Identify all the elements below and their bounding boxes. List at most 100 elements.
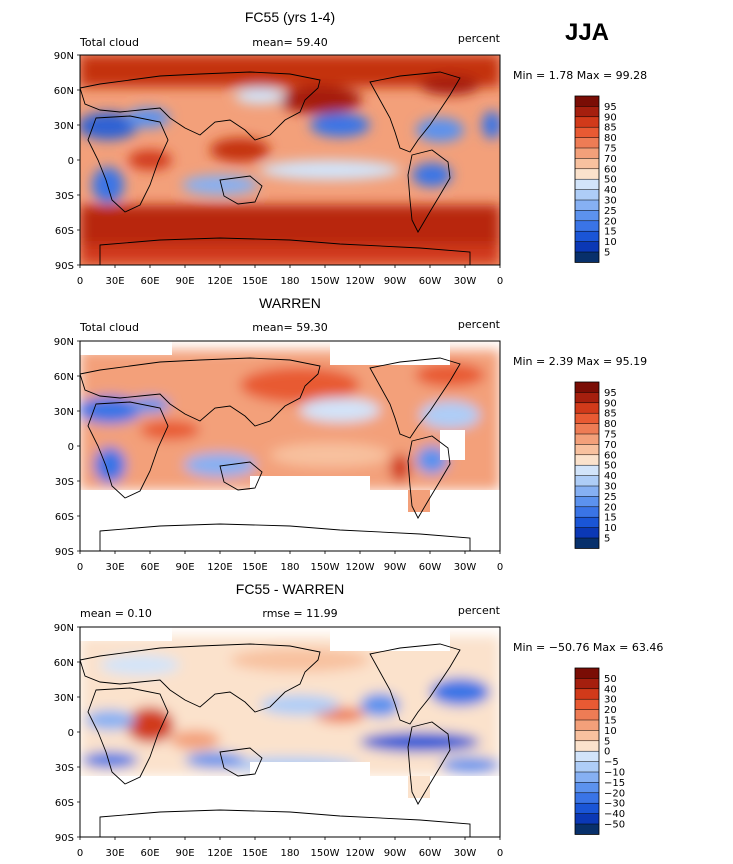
svg-text:150W: 150W (311, 848, 340, 859)
colorbar-swatch (575, 813, 599, 825)
colorbar-label: 20 (604, 705, 617, 716)
colorbar-label: 10 (604, 237, 617, 248)
variable-label: Total cloud (79, 321, 139, 334)
colorbar-label: 70 (604, 440, 617, 451)
colorbar-swatch (575, 465, 599, 476)
colorbar-label: 80 (604, 133, 617, 144)
panel-observations: WARREN Total cloud mean= 59.30 percent M… (54, 295, 647, 573)
svg-text:60W: 60W (419, 276, 442, 287)
svg-text:0: 0 (77, 276, 83, 287)
variable-label: Total cloud (79, 36, 139, 49)
colorbar-label: 70 (604, 154, 617, 165)
svg-text:120W: 120W (346, 562, 375, 573)
svg-text:120W: 120W (346, 848, 375, 859)
colorbar-swatch (575, 538, 599, 549)
colorbar-label: 85 (604, 123, 617, 134)
svg-text:30N: 30N (54, 407, 74, 418)
svg-text:30E: 30E (105, 276, 124, 287)
svg-text:0: 0 (497, 848, 503, 859)
colorbar-swatch (575, 392, 599, 403)
svg-text:0: 0 (77, 562, 83, 573)
colorbar-label: −50 (604, 820, 625, 831)
svg-text:60E: 60E (140, 276, 159, 287)
colorbar-swatch (575, 444, 599, 455)
colorbar-label: 60 (604, 450, 617, 461)
colorbar-swatch (575, 496, 599, 507)
colorbar-label: 50 (604, 674, 617, 685)
colorbar-swatch (575, 709, 599, 721)
svg-text:30E: 30E (105, 848, 124, 859)
colorbar-label: 10 (604, 726, 617, 737)
colorbar-swatch (575, 803, 599, 814)
lat-tick-labels: 90N 60N 30N 0 30S 60S 90S (54, 623, 74, 844)
colorbar-swatch (575, 200, 599, 211)
colorbar-swatch (575, 824, 599, 835)
colorbar-swatch (575, 699, 599, 710)
colorbar-label: 30 (604, 196, 617, 207)
lat-tick-labels: 90N 60N 30N 0 30S 60S 90S (54, 337, 74, 558)
minmax-label: Min = 2.39 Max = 95.19 (513, 355, 647, 368)
colorbar-swatch (575, 127, 599, 138)
svg-text:60E: 60E (140, 562, 159, 573)
colorbar-swatch (575, 678, 599, 689)
lon-tick-labels: 0 30E 60E 90E 120E 150E 180 150W 120W 90… (77, 848, 503, 859)
colorbar-swatch (575, 168, 599, 180)
svg-text:0: 0 (68, 156, 74, 167)
colorbar-swatch (575, 210, 599, 221)
tick-marks (77, 54, 501, 268)
svg-text:150W: 150W (311, 562, 340, 573)
svg-text:0: 0 (497, 276, 503, 287)
mean-label: mean= 59.30 (252, 321, 327, 334)
colorbar-swatch (575, 158, 599, 169)
panel-title: FC55 (yrs 1-4) (245, 9, 335, 25)
colorbar-label: −40 (604, 809, 625, 820)
panel-title: FC55 - WARREN (236, 581, 344, 597)
svg-text:30S: 30S (55, 763, 74, 774)
svg-text:90N: 90N (54, 623, 74, 634)
map-field (80, 55, 500, 265)
colorbar-label: 30 (604, 695, 617, 706)
colorbar-label: 15 (604, 716, 617, 727)
colorbar-label: −30 (604, 799, 625, 810)
svg-text:180: 180 (280, 276, 299, 287)
colorbar-swatch (575, 252, 599, 263)
svg-text:90S: 90S (55, 547, 74, 558)
svg-text:60N: 60N (54, 658, 74, 669)
svg-text:150W: 150W (311, 276, 340, 287)
colorbar-label: 20 (604, 502, 617, 513)
svg-text:90S: 90S (55, 261, 74, 272)
colorbar-label: 75 (604, 144, 617, 155)
colorbar-label: −15 (604, 778, 625, 789)
colorbar-swatch (575, 772, 599, 783)
panel-difference: FC55 - WARREN mean = 0.10 rmse = 11.99 p… (54, 581, 664, 859)
svg-text:180: 180 (280, 848, 299, 859)
lon-tick-labels: 0 30E 60E 90E 120E 150E 180 150W 120W 90… (77, 562, 503, 573)
svg-text:60S: 60S (55, 798, 74, 809)
svg-text:90E: 90E (175, 848, 194, 859)
minmax-label: Min = −50.76 Max = 63.46 (513, 641, 663, 654)
svg-text:30W: 30W (454, 276, 477, 287)
colorbar-label: 75 (604, 430, 617, 441)
colorbar-swatch (575, 96, 599, 107)
colorbar-swatch (575, 751, 599, 762)
tick-marks (77, 340, 501, 554)
colorbar-label: 15 (604, 513, 617, 524)
colorbar-swatch (575, 382, 599, 393)
svg-text:90W: 90W (384, 276, 407, 287)
svg-text:120E: 120E (207, 562, 232, 573)
colorbar-swatch (575, 179, 599, 190)
colorbar-swatch (575, 740, 599, 752)
colorbar-label: −10 (604, 768, 625, 779)
svg-text:30E: 30E (105, 562, 124, 573)
colorbar-label: 50 (604, 461, 617, 472)
colorbar-swatch (575, 116, 599, 128)
colorbar-swatch (575, 527, 599, 539)
colorbar-label: 95 (604, 102, 617, 113)
svg-text:120W: 120W (346, 276, 375, 287)
map-field (80, 341, 500, 551)
colorbar-label: 5 (604, 736, 610, 747)
svg-text:60S: 60S (55, 226, 74, 237)
svg-text:0: 0 (68, 728, 74, 739)
svg-text:90W: 90W (384, 562, 407, 573)
colorbar-swatch (575, 475, 599, 487)
